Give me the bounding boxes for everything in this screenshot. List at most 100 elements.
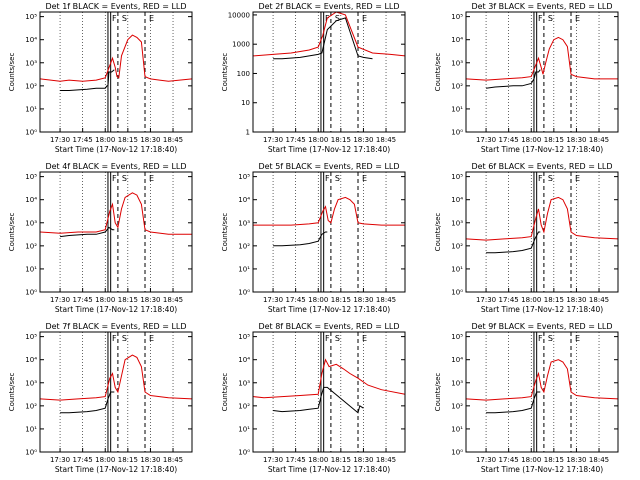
x-axis-label: Start Time (17-Nov-12 17:18:40) <box>481 465 603 474</box>
y-tick-label: 10³ <box>25 379 37 387</box>
x-tick-label: 17:30 <box>263 456 283 464</box>
y-tick-label: 10⁵ <box>238 173 250 181</box>
y-axis-label: Counts/sec <box>8 53 16 92</box>
x-axis-label: Start Time (17-Nov-12 17:18:40) <box>268 465 390 474</box>
flag-label-E: E <box>362 14 367 23</box>
y-tick-label: 10⁰ <box>451 289 463 297</box>
series-lld-line <box>40 354 193 401</box>
x-tick-label: 18:15 <box>544 456 564 464</box>
x-tick-label: 18:30 <box>353 296 373 304</box>
y-axis-label: Counts/sec <box>434 213 442 252</box>
flag-label-S: S <box>122 174 127 183</box>
series-lld-line <box>253 11 406 57</box>
y-tick-label: 10¹ <box>238 425 250 433</box>
x-tick-label: 18:45 <box>376 296 396 304</box>
x-tick-label: 18:00 <box>95 296 115 304</box>
x-tick-label: 18:15 <box>331 136 351 144</box>
y-tick-label: 10² <box>25 402 37 410</box>
y-tick-label: 10⁰ <box>25 289 37 297</box>
x-tick-label: 17:45 <box>499 456 519 464</box>
x-tick-label: 18:00 <box>521 456 541 464</box>
x-tick-label: 18:00 <box>308 296 328 304</box>
flag-label-S: S <box>548 14 553 23</box>
flag-label-S: S <box>548 334 553 343</box>
y-axis-label: Counts/sec <box>221 213 229 252</box>
flag-label-F: F <box>112 14 117 23</box>
x-tick-label: 18:30 <box>353 456 373 464</box>
series-lld-line <box>466 359 619 401</box>
x-tick-label: 17:45 <box>73 456 93 464</box>
panel-det-8: Det 8f BLACK = Events, RED = LLD F S E 10⁰ 10… <box>221 322 406 474</box>
flag-label-E: E <box>575 174 580 183</box>
y-tick-label: 10⁵ <box>451 13 463 21</box>
series-events-line <box>273 17 373 60</box>
y-tick-label: 10⁵ <box>451 173 463 181</box>
panel-det-9: Det 9f BLACK = Events, RED = LLD F S E 10⁰ 10… <box>434 322 619 474</box>
flag-label-E: E <box>575 14 580 23</box>
x-tick-label: 18:15 <box>118 296 138 304</box>
series-events-line <box>486 69 541 89</box>
flag-label-F: F <box>538 14 543 23</box>
flag-label-S: S <box>548 174 553 183</box>
x-tick-label: 18:45 <box>376 136 396 144</box>
panel-title: Det 8f BLACK = Events, RED = LLD <box>258 322 399 331</box>
y-tick-label: 10⁵ <box>25 333 37 341</box>
x-tick-label: 17:30 <box>476 136 496 144</box>
y-tick-label: 10⁴ <box>25 196 37 204</box>
y-tick-label: 10¹ <box>25 265 37 273</box>
x-tick-label: 17:45 <box>286 136 306 144</box>
x-tick-label: 18:15 <box>544 296 564 304</box>
y-axis-label: Counts/sec <box>221 373 229 412</box>
x-tick-label: 18:45 <box>376 456 396 464</box>
series-events-line <box>486 231 541 254</box>
y-tick-label: 10¹ <box>25 105 37 113</box>
x-axis-label: Start Time (17-Nov-12 17:18:40) <box>55 145 177 154</box>
panel-title: Det 9f BLACK = Events, RED = LLD <box>471 322 612 331</box>
y-tick-label: 10⁴ <box>451 36 463 44</box>
series-lld-line <box>466 196 619 241</box>
y-tick-label: 10 <box>241 99 250 107</box>
y-tick-label: 10³ <box>451 219 463 227</box>
x-tick-label: 18:00 <box>521 296 541 304</box>
plot-frame <box>39 11 193 133</box>
series-events-line <box>273 231 328 247</box>
y-tick-label: 10⁴ <box>238 356 250 364</box>
x-tick-label: 18:45 <box>589 456 609 464</box>
x-tick-label: 17:30 <box>263 136 283 144</box>
y-axis-label: Counts/sec <box>221 53 229 92</box>
y-tick-label: 10⁴ <box>451 196 463 204</box>
y-tick-label: 10² <box>25 82 37 90</box>
x-tick-label: 18:30 <box>353 136 373 144</box>
plot-frame <box>39 331 193 453</box>
x-tick-label: 18:30 <box>566 456 586 464</box>
x-tick-label: 17:45 <box>73 136 93 144</box>
y-tick-label: 10⁵ <box>451 333 463 341</box>
y-tick-label: 1000 <box>232 41 250 49</box>
x-tick-label: 17:45 <box>286 456 306 464</box>
y-axis-label: Counts/sec <box>8 213 16 252</box>
y-tick-label: 10000 <box>228 11 250 19</box>
plot-frame <box>465 11 619 133</box>
plot-frame <box>39 171 193 293</box>
plot-frame <box>465 331 619 453</box>
panel-det-7: Det 7f BLACK = Events, RED = LLD F S E 10⁰ 10… <box>8 322 193 474</box>
y-tick-label: 10⁰ <box>238 449 250 457</box>
panel-title: Det 7f BLACK = Events, RED = LLD <box>45 322 186 331</box>
panel-det-5: Det 5f BLACK = Events, RED = LLD F S E 10⁰ 10… <box>221 162 406 314</box>
y-tick-label: 100 <box>237 70 250 78</box>
series-events-line <box>60 69 115 91</box>
flag-label-E: E <box>149 174 154 183</box>
y-tick-label: 10⁴ <box>451 356 463 364</box>
flag-label-E: E <box>362 174 367 183</box>
x-tick-label: 18:30 <box>140 296 160 304</box>
x-tick-label: 18:45 <box>163 136 183 144</box>
x-tick-label: 18:30 <box>140 456 160 464</box>
x-tick-label: 18:45 <box>589 296 609 304</box>
x-tick-label: 17:30 <box>476 296 496 304</box>
x-tick-label: 17:30 <box>50 296 70 304</box>
flag-label-S: S <box>122 334 127 343</box>
series-lld-line <box>466 36 618 81</box>
flag-label-E: E <box>575 334 580 343</box>
panel-title: Det 2f BLACK = Events, RED = LLD <box>258 2 399 11</box>
